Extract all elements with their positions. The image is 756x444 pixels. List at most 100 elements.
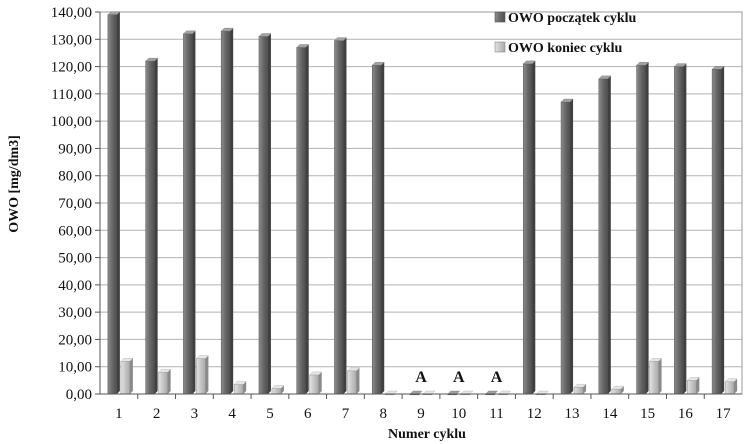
bar-start [673,63,687,395]
x-tick-label: 5 [266,406,274,422]
bar-end [309,371,323,395]
bar-start [220,27,234,395]
bar-top [573,384,587,388]
bar-top [371,62,385,66]
bar-face [598,78,609,395]
bar-face [334,40,344,395]
bar-side [343,37,347,395]
legend-label-start: OWO początek cyklu [508,11,637,26]
bar-face [296,47,306,395]
bar-side [683,63,687,394]
bar-top [347,367,360,371]
bar-side [167,369,171,394]
bar-end [347,367,360,395]
bar-top [309,371,323,376]
y-tick-label: 30,00 [58,305,92,321]
y-tick-label: 90,00 [58,141,92,157]
annotation-label: A [491,369,503,386]
x-tick-label: 15 [640,406,655,422]
x-tick-label: 7 [342,406,350,422]
legend-label-end: OWO koniec cyklu [508,41,623,56]
x-tick-label: 11 [489,406,503,422]
bar-end [196,355,209,395]
bar-face [687,380,697,395]
bar-face [309,374,319,395]
x-tick-label: 9 [417,406,425,422]
bar-top [258,33,272,37]
y-tick-label: 70,00 [58,196,92,212]
bar-top [673,63,687,67]
y-tick-label: 50,00 [58,251,92,267]
bar-face [611,388,622,395]
bar-face [107,14,118,395]
legend-swatch-start [494,11,506,23]
axes [95,11,742,399]
bar-side [658,358,662,394]
bar-top [183,30,196,34]
bars-layer [107,11,738,396]
bar-top [686,377,700,381]
x-tick-label: 4 [228,406,236,422]
bar-top [611,385,625,390]
bar-face [371,64,382,395]
x-tick-label: 10 [451,406,466,422]
bar-side [570,99,574,395]
y-tick-label: 110,00 [51,87,92,103]
bar-start [560,98,574,395]
bar-face [560,101,571,395]
bar-top [522,60,536,64]
bar-top [271,385,285,389]
bar-side [192,30,196,394]
x-tick-label: 2 [153,406,161,422]
bar-side [129,358,133,394]
bar-end [686,377,700,395]
bar-start [371,62,385,395]
bar-side [645,62,649,394]
bar-top [334,37,347,41]
bar-top [107,11,121,15]
annotation-label: A [415,369,427,386]
bar-face [196,358,206,395]
bar-side [381,62,385,394]
bar-top [724,378,738,382]
y-tick-label: 20,00 [58,332,92,348]
x-tick-label: 12 [527,406,542,422]
bar-side [205,355,209,394]
y-tick-label: 130,00 [51,32,92,48]
bar-start [183,30,196,395]
bar-side [305,44,309,394]
annotation-label: A [453,369,465,386]
bar-side [230,28,234,394]
bar-side [154,58,158,394]
y-tick-label: 0,00 [66,387,92,403]
y-tick-label: 10,00 [58,360,92,376]
bar-top [560,98,574,103]
y-tick-label: 60,00 [58,223,92,239]
bar-side [356,367,360,394]
x-tick-label: 6 [304,406,312,422]
legend-item-start: OWO początek cyklu [494,11,637,26]
bar-top [120,358,134,362]
x-tick-label: 14 [602,406,618,422]
bar-start [107,11,121,395]
bar-top [220,27,234,32]
bar-start [258,33,272,395]
y-axis-title: OWO [mg/dm3] [7,135,22,233]
bar-side [532,60,536,394]
y-tick-label: 100,00 [51,114,92,130]
bar-end [573,384,587,395]
bar-end [724,378,738,395]
bar-start [636,62,649,395]
bar-top [196,355,209,359]
bar-face [258,36,269,395]
y-tick-label: 120,00 [51,60,92,76]
y-tick-label: 80,00 [58,169,92,185]
x-tick-labels: 1 2 3 4 5 6 7 8 9 10 11 12 13 14 15 16 17 [115,406,731,422]
x-tick-label: 1 [115,406,123,422]
bar-face [523,63,533,395]
bar-top [711,66,725,70]
gridlines [99,11,743,395]
x-tick-label: 17 [716,406,732,422]
bar-face [649,361,659,395]
